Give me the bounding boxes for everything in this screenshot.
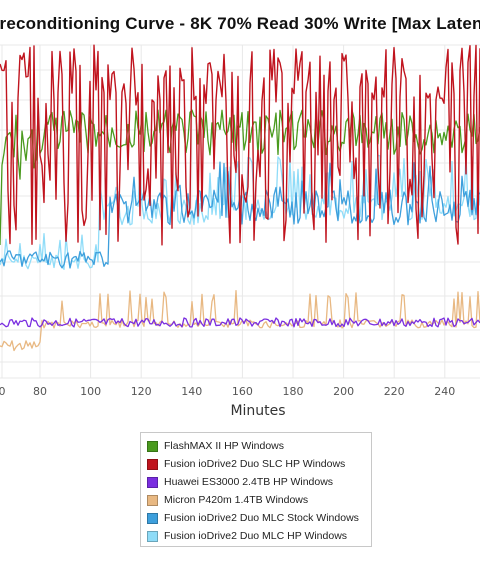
series-line-fusion-iodrive2-duo-slc-hp-windows [0, 44, 480, 246]
x-tick-label: 140 [181, 385, 202, 398]
legend-swatch [147, 440, 158, 452]
x-tick-label: 80 [33, 385, 47, 398]
legend-item: FlashMAX II HP Windows [147, 437, 371, 455]
legend-swatch [147, 530, 158, 542]
x-tick-label: 100 [80, 385, 101, 398]
legend-item: Micron P420m 1.4TB Windows [147, 491, 371, 509]
x-tick-label: 0 [0, 385, 6, 398]
legend-label: Fusion ioDrive2 Duo SLC HP Windows [164, 458, 346, 470]
series-lines [0, 44, 480, 352]
legend: FlashMAX II HP Windows Fusion ioDrive2 Du… [140, 432, 372, 547]
x-tick-label: 160 [232, 385, 253, 398]
x-tick-label: 120 [131, 385, 152, 398]
x-tick-label: 240 [434, 385, 455, 398]
chart-title-text: Preconditioning Curve - 8K 70% Read 30% … [0, 14, 480, 33]
x-axis-ticks: 080100120140160180200220240260280 [0, 385, 455, 398]
x-tick-label: 180 [283, 385, 304, 398]
series-line-flashmax-ii-hp-windows [0, 109, 480, 246]
legend-swatch [147, 494, 158, 506]
series-line-huawei-es3000-2-4tb-hp-windows [0, 317, 480, 328]
x-tick-label: 200 [333, 385, 354, 398]
x-tick-label: 220 [384, 385, 405, 398]
legend-swatch [147, 458, 158, 470]
chart-title: Preconditioning Curve - 8K 70% Read 30% … [0, 14, 480, 44]
legend-label: FlashMAX II HP Windows [164, 440, 285, 452]
legend-swatch [147, 512, 158, 524]
legend-label: Fusion ioDrive2 Duo MLC Stock Windows [164, 512, 359, 524]
series-line-micron-p420m-1-4tb-windows [0, 290, 480, 352]
line-chart: 080100120140160180200220240260280 [0, 44, 480, 398]
legend-label: Micron P420m 1.4TB Windows [164, 494, 309, 506]
legend-item: Fusion ioDrive2 Duo MLC HP Windows [147, 527, 371, 545]
legend-label: Fusion ioDrive2 Duo MLC HP Windows [164, 530, 348, 542]
legend-item: Fusion ioDrive2 Duo SLC HP Windows [147, 455, 371, 473]
legend-swatch [147, 476, 158, 488]
legend-item: Fusion ioDrive2 Duo MLC Stock Windows [147, 509, 371, 527]
legend-label: Huawei ES3000 2.4TB HP Windows [164, 476, 334, 488]
legend-item: Huawei ES3000 2.4TB HP Windows [147, 473, 371, 491]
x-axis-label: Minutes [230, 403, 286, 419]
